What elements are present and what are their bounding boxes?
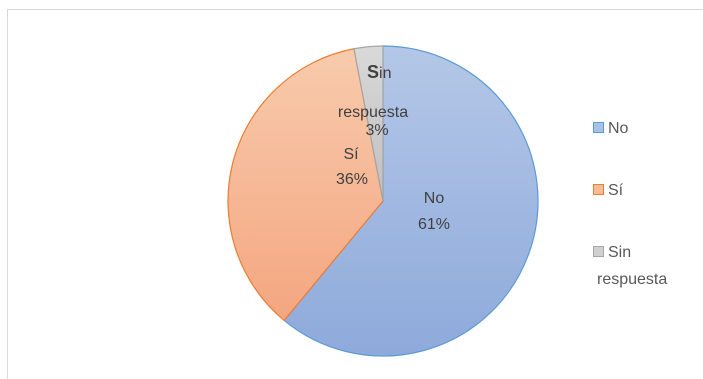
pie-chart: No 61% Sí 36% Sin respuesta 3% No Sí Sin… xyxy=(227,45,667,357)
data-label-sin-line2: respuesta xyxy=(338,104,408,121)
legend-swatch-no xyxy=(593,122,604,133)
chart-area: No 61% Sí 36% Sin respuesta 3% No Sí Sin… xyxy=(7,9,703,379)
legend-label-sin-line2: respuesta xyxy=(597,271,667,288)
data-label-no-name: No xyxy=(424,190,445,207)
legend-label-sin-line1: Sin xyxy=(608,244,631,261)
data-label-sin-bold: S xyxy=(367,62,379,82)
data-label-si-pct: 36% xyxy=(336,171,368,188)
pie-slice-si xyxy=(227,48,384,322)
legend: No Sí Sin respuesta xyxy=(593,120,667,288)
legend-swatch-si xyxy=(593,184,604,195)
legend-swatch-sin xyxy=(593,246,604,257)
data-label-sin-pct: 3% xyxy=(365,122,388,139)
data-label-sin-rest: in xyxy=(379,65,391,82)
data-label-sin-name: Sin xyxy=(367,62,391,82)
legend-label-no: No xyxy=(608,120,629,137)
pie-slice-no xyxy=(283,45,539,357)
data-label-si-name: Sí xyxy=(343,146,359,163)
pie-slice-sin-respuesta xyxy=(353,45,384,202)
data-label-no-pct: 61% xyxy=(418,216,450,233)
legend-label-si: Sí xyxy=(608,182,624,199)
